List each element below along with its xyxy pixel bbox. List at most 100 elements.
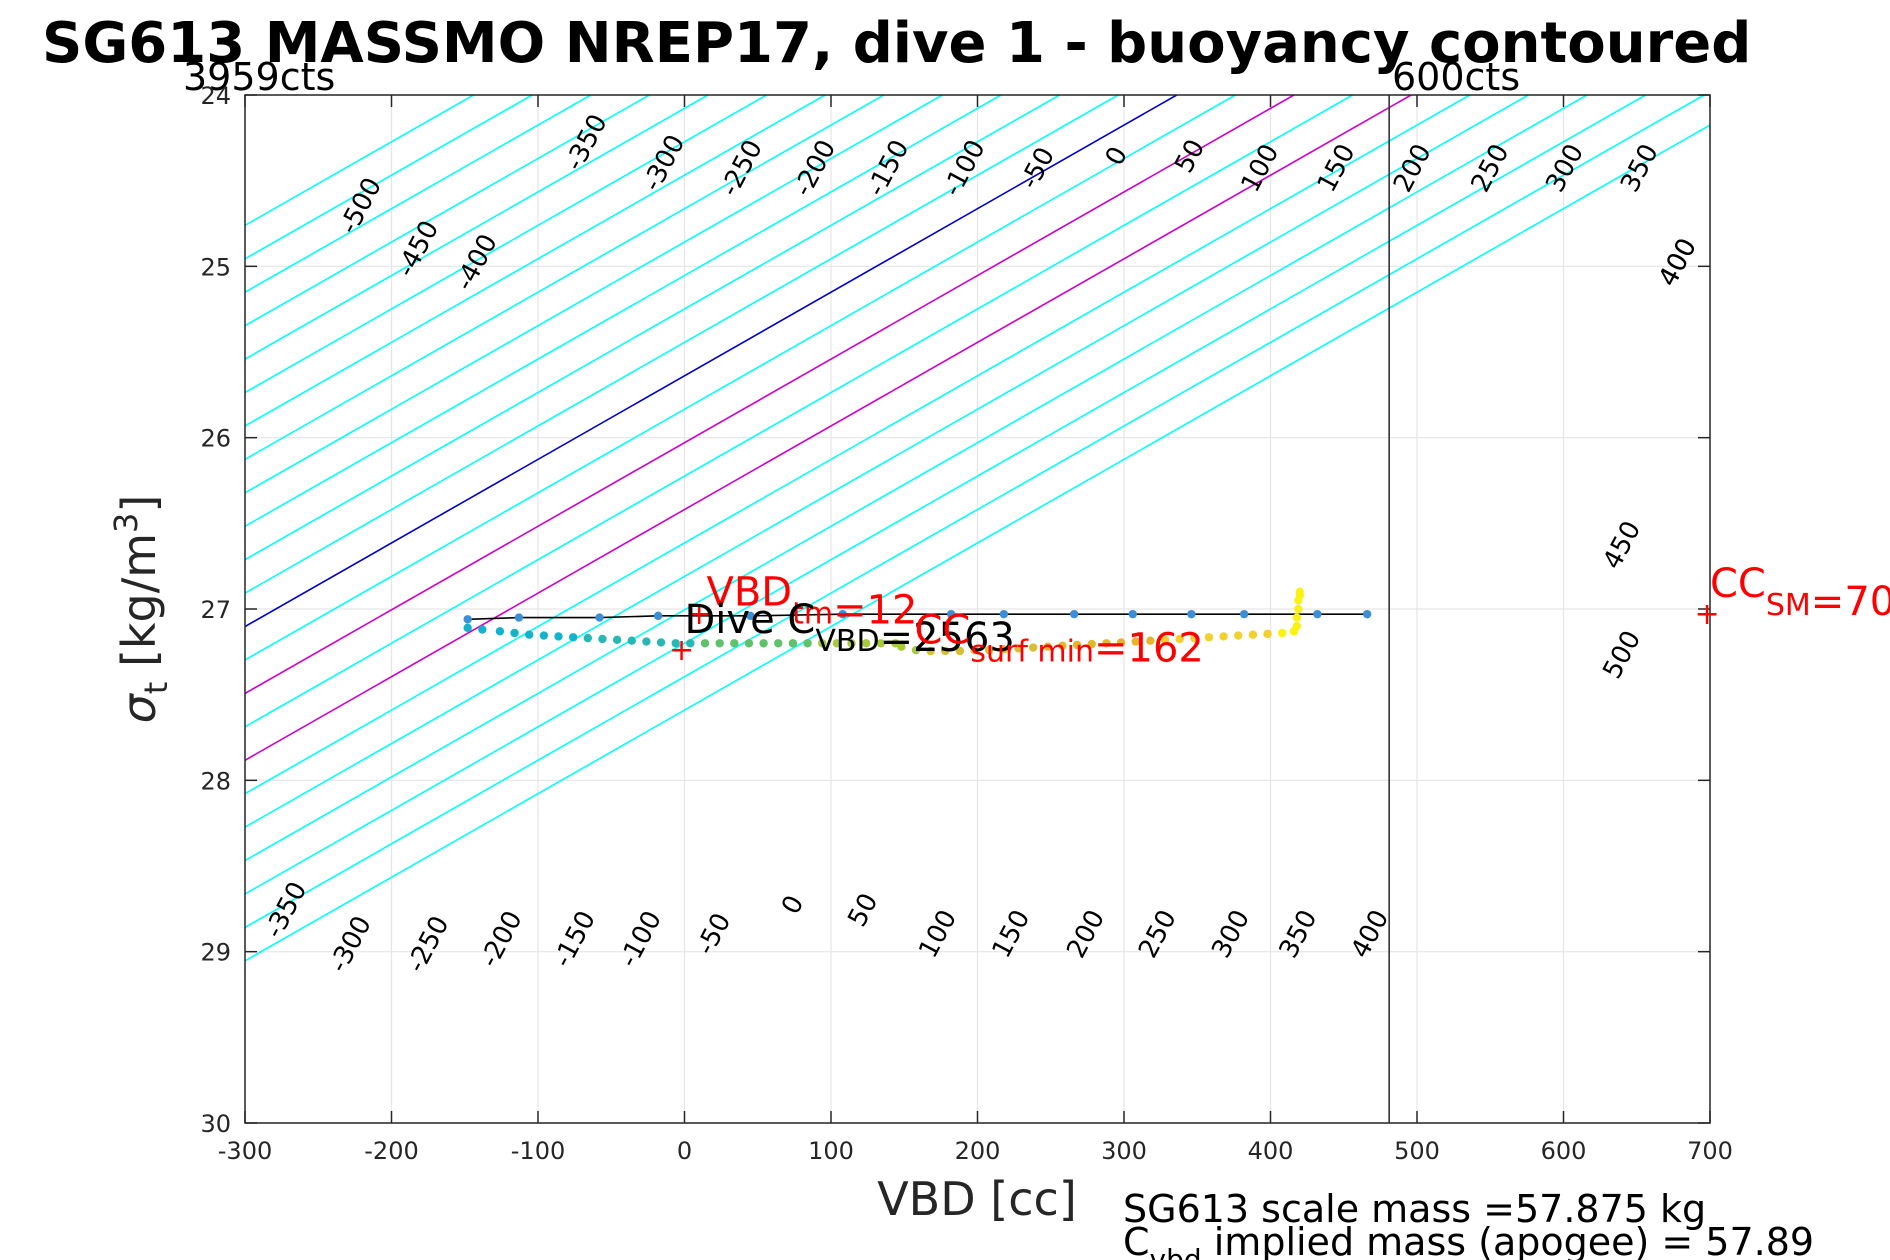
contour-label-top: 0 — [1100, 142, 1134, 171]
contour-label-right: 400 — [1653, 234, 1703, 292]
y-tick-label: 27 — [200, 596, 231, 624]
climb-point — [1292, 613, 1302, 622]
climb-point — [627, 636, 636, 645]
climb-point — [1116, 638, 1126, 647]
plus-marker: + — [669, 633, 694, 668]
contour-label-bottom: 50 — [842, 889, 884, 932]
climb-point — [1190, 633, 1199, 643]
climb-point — [832, 639, 842, 648]
climb-point — [759, 639, 768, 648]
contour-line — [245, 95, 767, 394]
climb-point — [1146, 636, 1155, 645]
climb-point — [656, 638, 666, 647]
x-tick-label: -300 — [218, 1137, 272, 1165]
climb-point — [1204, 633, 1214, 642]
contour-line — [245, 95, 1588, 862]
contour-line — [245, 95, 1002, 528]
contour-line — [245, 95, 1471, 795]
climb-point — [525, 630, 534, 639]
contour-label-top: -500 — [334, 173, 388, 239]
dive-point — [463, 615, 472, 624]
y-axis-label: σt [kg/m3] — [107, 495, 175, 724]
contour-line — [245, 95, 709, 361]
contour-line — [245, 95, 943, 494]
contour-line — [245, 95, 650, 327]
y-tick-label: 24 — [200, 82, 231, 110]
contour-label-bottom: -250 — [401, 911, 455, 977]
climb-point — [510, 628, 519, 638]
contour-line — [245, 95, 885, 461]
contour-line — [245, 124, 1710, 962]
x-tick-label: 700 — [1687, 1137, 1733, 1165]
contour-line — [245, 95, 1119, 595]
contour-label-bottom: 350 — [1274, 905, 1324, 963]
buoyancy-contours — [245, 95, 1710, 962]
climb-point — [999, 645, 1009, 654]
dive-point — [514, 613, 524, 622]
dive-point — [1187, 609, 1196, 619]
x-tick-label: 0 — [677, 1137, 692, 1165]
contour-label-bottom: 200 — [1061, 905, 1111, 963]
climb-point — [985, 645, 994, 655]
footer-implied-mass: Cvbd implied mass (apogee) = 57.89 — [1123, 1220, 1814, 1260]
climb-point — [1058, 641, 1067, 651]
contour-label-bottom: 0 — [776, 891, 810, 920]
climb-point — [1234, 631, 1243, 640]
x-tick-label: -100 — [511, 1137, 565, 1165]
contour-label-top: 200 — [1388, 139, 1438, 197]
climb-point — [803, 639, 812, 648]
climb-point — [671, 639, 680, 648]
y-tick-label: 25 — [200, 253, 231, 281]
climb-point — [1175, 634, 1184, 644]
dive-point — [1069, 609, 1079, 619]
climb-point — [539, 631, 549, 640]
dive-point — [838, 609, 847, 619]
contour-label-top: -250 — [715, 135, 769, 201]
chart-title: SG613 MASSMO NREP17, dive 1 - buoyancy c… — [42, 11, 1751, 76]
x-tick-label: 400 — [1248, 1137, 1294, 1165]
dive-point — [1239, 609, 1249, 619]
contour-line — [245, 95, 1353, 728]
contour-label-right: 500 — [1597, 626, 1647, 684]
x-tick-label: 200 — [955, 1137, 1001, 1165]
contour-label-top: 250 — [1466, 139, 1516, 197]
contour-label-bottom: 400 — [1345, 905, 1395, 963]
climb-point — [568, 633, 578, 642]
dive-point — [1313, 609, 1322, 619]
contour-label-top: 100 — [1236, 139, 1286, 197]
climb-point — [478, 625, 487, 634]
y-tick-label: 29 — [200, 939, 231, 967]
climb-point — [926, 646, 935, 656]
climb-point — [1294, 604, 1303, 614]
contour-line — [245, 95, 1705, 929]
dive-point — [1128, 609, 1137, 619]
dive-point — [746, 611, 755, 621]
contour-label-bottom: 100 — [913, 905, 963, 963]
climb-point — [1014, 644, 1023, 653]
contour-line — [245, 95, 1236, 661]
contour-label-bottom: 150 — [987, 905, 1037, 963]
corner-label-right: 600cts — [1392, 55, 1520, 99]
contour-label-bottom: -150 — [548, 906, 602, 972]
dive-point — [946, 609, 956, 619]
y-tick-label: 30 — [200, 1110, 231, 1138]
dive-point — [1362, 609, 1372, 619]
contour-line — [245, 95, 592, 294]
x-axis: -300 -200 -100 0 100 200 300 400 500 600 700 — [218, 95, 1733, 1165]
climb-point — [941, 646, 950, 656]
contour-label-right: 450 — [1597, 516, 1647, 574]
contour-label-bottom: 250 — [1133, 905, 1183, 963]
x-tick-label: -200 — [364, 1137, 418, 1165]
plus-marker: + — [1694, 597, 1719, 632]
contour-label-top: -150 — [861, 135, 915, 201]
climb-point — [1263, 629, 1272, 639]
climb-point — [847, 639, 856, 648]
footer-scale-mass: SG613 scale mass =57.875 kg — [1123, 1187, 1706, 1231]
x-tick-label: 300 — [1101, 1137, 1147, 1165]
climb-point — [686, 639, 695, 648]
climb-point — [818, 639, 827, 648]
plus-marker: + — [687, 597, 712, 632]
climb-point — [1072, 640, 1082, 650]
corner-label-left: 3959cts — [183, 55, 335, 99]
climb-point — [598, 634, 607, 644]
